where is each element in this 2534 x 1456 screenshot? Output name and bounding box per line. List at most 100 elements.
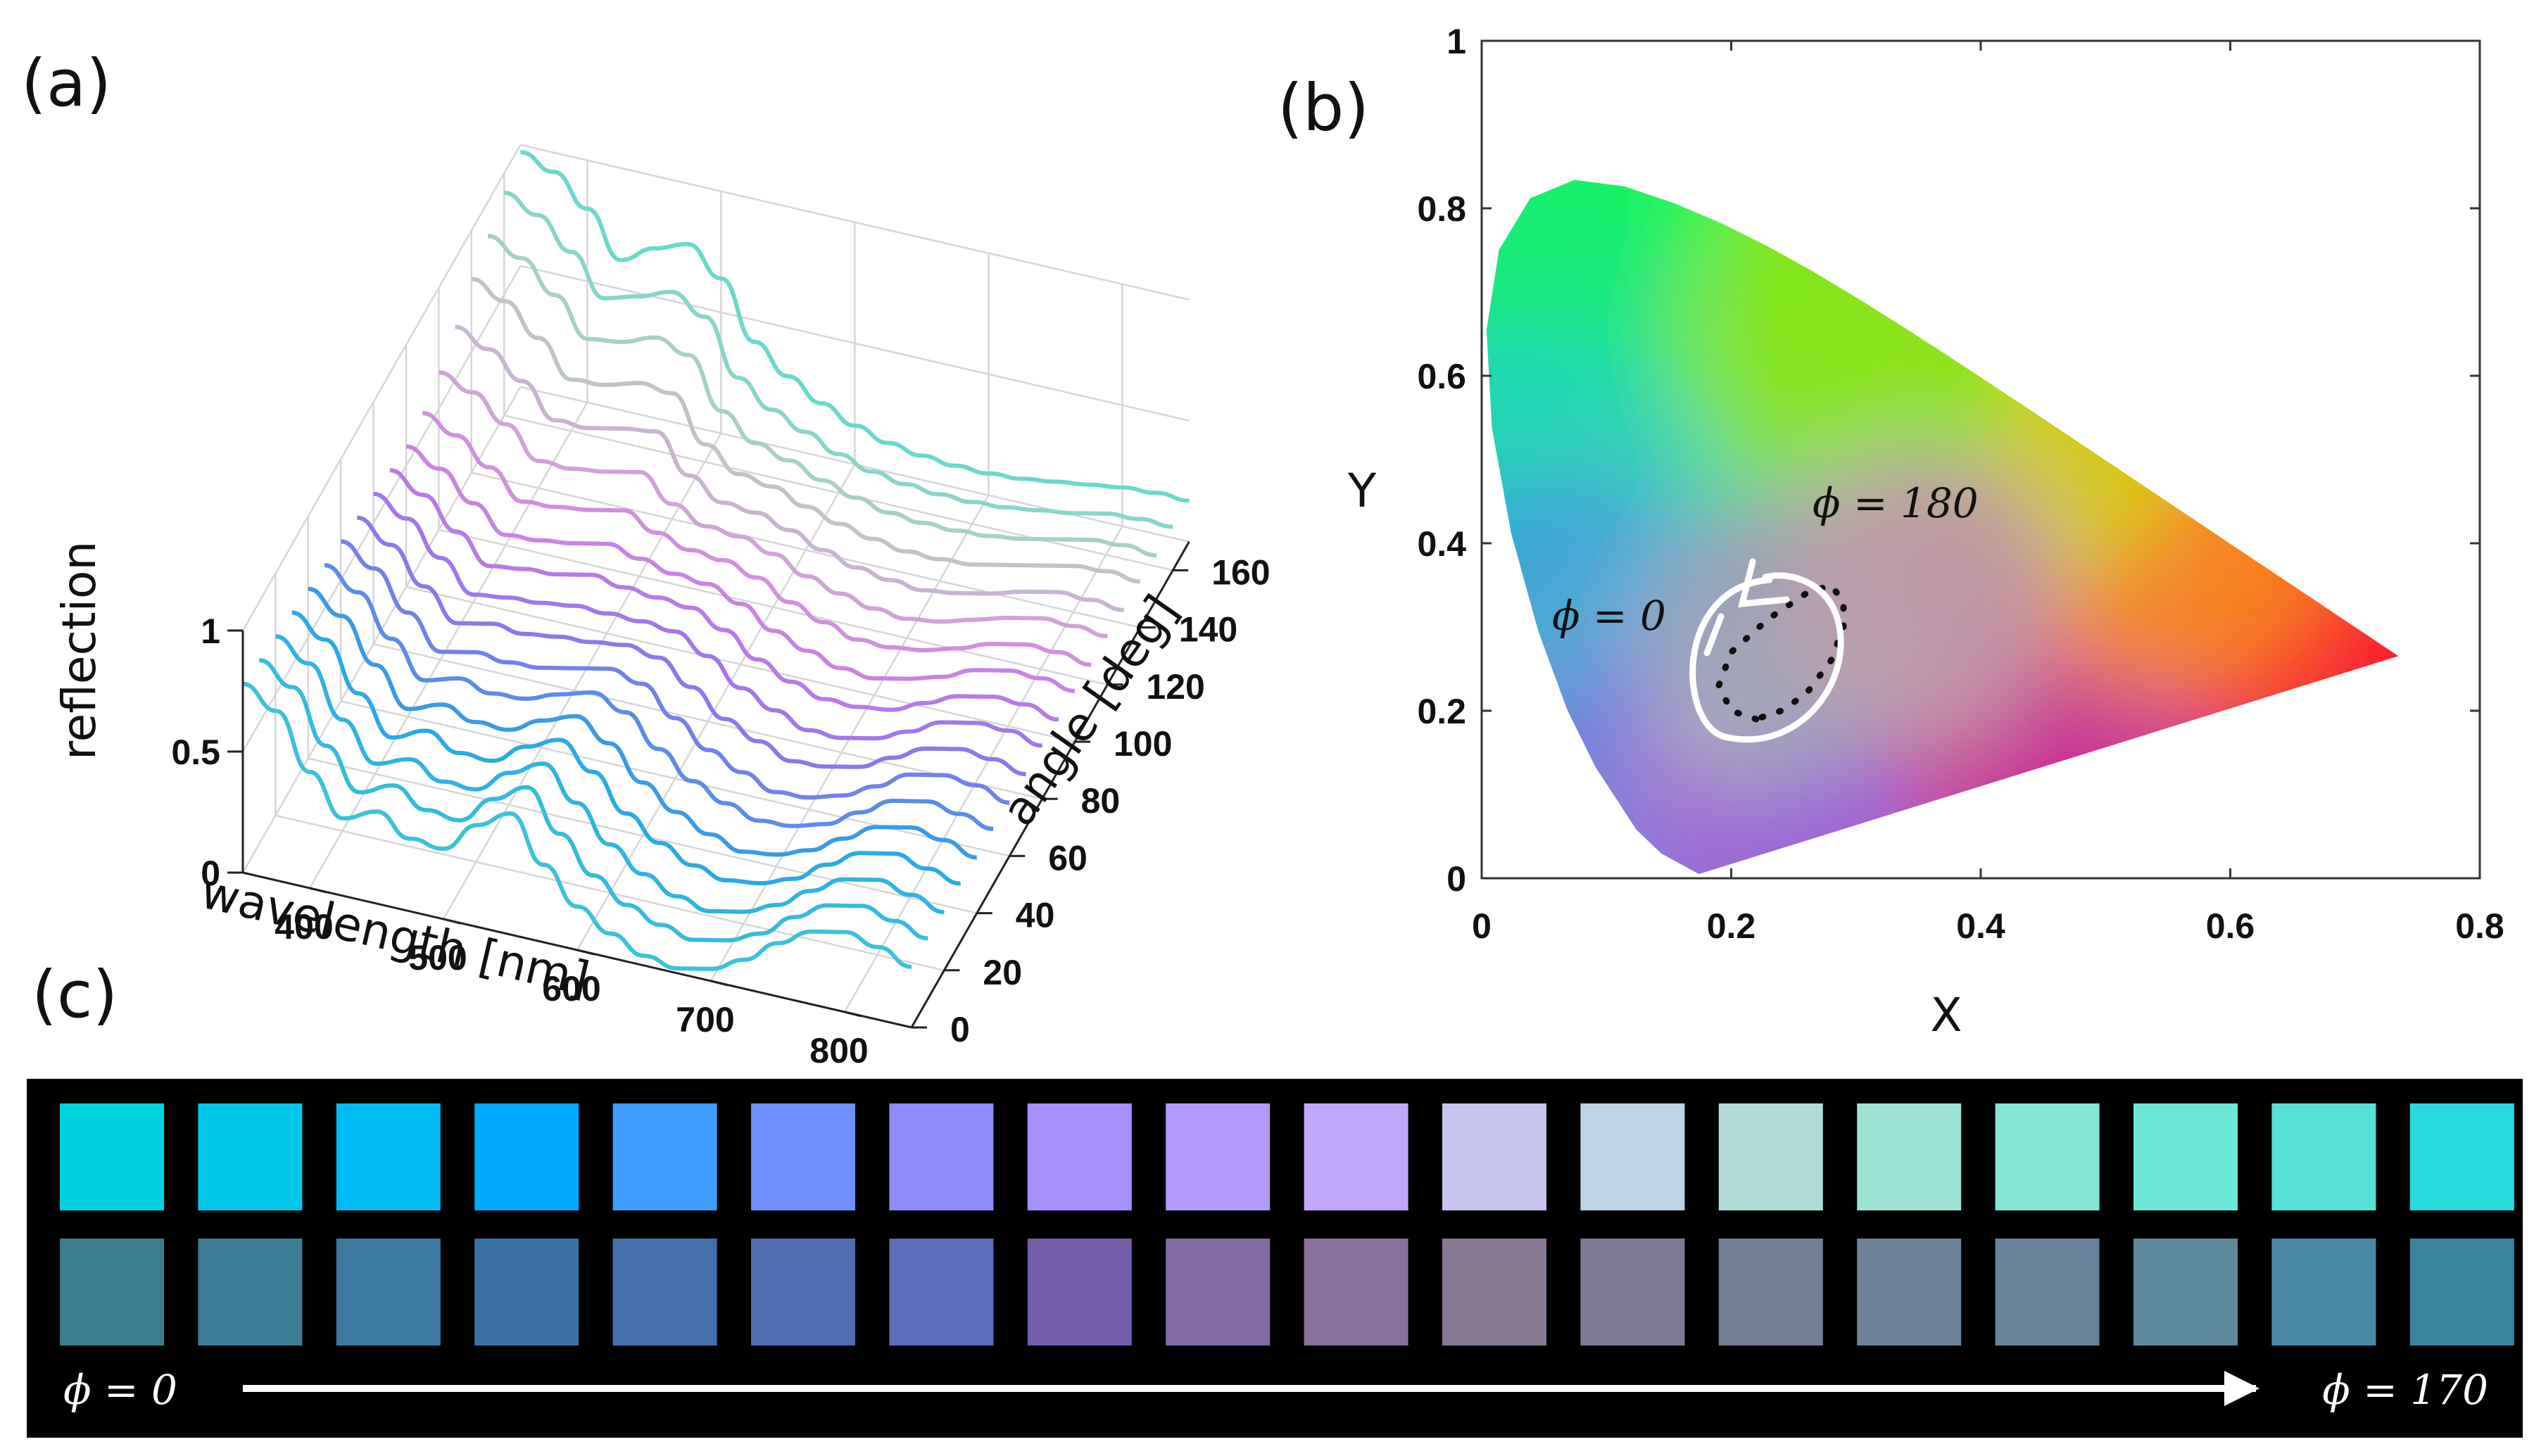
panel-label-a: (a) bbox=[21, 46, 111, 121]
swatch-bottom bbox=[1166, 1239, 1271, 1346]
chart-a-gridline bbox=[503, 414, 1173, 571]
swatch-top bbox=[2409, 1103, 2514, 1210]
swatch-bottom bbox=[612, 1239, 717, 1346]
chart-a-ztick-label: 0 bbox=[201, 854, 220, 893]
swatch-bottom bbox=[751, 1239, 855, 1346]
swatch-top bbox=[1718, 1103, 1823, 1210]
chart-a-xtick-label: 700 bbox=[676, 1000, 734, 1039]
swatch-top bbox=[198, 1103, 303, 1210]
chart-a-series-line bbox=[356, 515, 1026, 777]
swatch-bottom bbox=[2133, 1239, 2238, 1346]
chart-a-series-line bbox=[471, 277, 1140, 584]
chart-a-ytick-label: 120 bbox=[1146, 667, 1204, 707]
chart-a-series-line bbox=[340, 539, 1010, 805]
chart-a-series-line bbox=[520, 150, 1190, 503]
swatch-top bbox=[1857, 1103, 1962, 1210]
swatch-top bbox=[1027, 1103, 1132, 1210]
chart-a-xtick bbox=[443, 918, 461, 925]
chart-a-ytick-label: 140 bbox=[1179, 610, 1237, 650]
chart-a-xtick-label: 400 bbox=[275, 907, 333, 947]
chart-a-gridline bbox=[520, 144, 1190, 301]
swatch-bottom bbox=[198, 1239, 303, 1346]
swatch-label-right: 𝜙 = 170 bbox=[2322, 1366, 2488, 1414]
swatch-bottom bbox=[336, 1239, 441, 1346]
chart-a-series-line bbox=[405, 444, 1076, 693]
chart-a-xtick bbox=[309, 887, 327, 894]
chart-a-series-line bbox=[439, 370, 1108, 638]
chart-a-gridline bbox=[241, 144, 522, 631]
swatch-row-bottom bbox=[60, 1239, 2514, 1346]
chart-b-xtick-label: 0.6 bbox=[2206, 906, 2255, 946]
chart-a-axes: 400 500 600 700 800 0 20 40 60 80 100 120 140 160 0 0.5… bbox=[171, 541, 1271, 1070]
swatch-background bbox=[27, 1079, 2523, 1438]
panel-label-c: (c) bbox=[32, 957, 118, 1032]
chart-a-gridline bbox=[340, 700, 1010, 857]
chart-a-curves bbox=[242, 150, 1190, 971]
chart-b-annotation-phi0: 𝜙 = 0 bbox=[1552, 592, 1666, 640]
chart-a-series-line bbox=[503, 190, 1173, 529]
swatch-bottom bbox=[1027, 1239, 1132, 1346]
swatch-bottom bbox=[1995, 1239, 2100, 1346]
swatch-bottom bbox=[60, 1239, 164, 1346]
chart-a-xtick bbox=[576, 949, 595, 956]
swatch-bottom bbox=[1718, 1239, 1823, 1346]
chart-a-gridline bbox=[843, 526, 1123, 1013]
chart-a-ytick-label: 20 bbox=[983, 953, 1022, 992]
swatch-top bbox=[751, 1103, 855, 1210]
swatch-top bbox=[1995, 1103, 2100, 1210]
chart-a-series-line bbox=[242, 681, 912, 971]
chart-a-ytick-label: 60 bbox=[1048, 838, 1088, 878]
chart-a-ytick-label: 40 bbox=[1016, 896, 1055, 935]
chart-a-xtick bbox=[710, 980, 729, 987]
chart-a-series-line bbox=[455, 324, 1124, 612]
chart-a-ytick-label: 80 bbox=[1081, 781, 1121, 821]
swatch-label-left: 𝜙 = 0 bbox=[63, 1366, 177, 1414]
chart-b-ytick-label: 0 bbox=[1446, 859, 1466, 899]
chart-b-xlabel: X bbox=[1930, 988, 1962, 1042]
swatch-row-top bbox=[60, 1103, 2514, 1210]
chart-a-ytick-label: 100 bbox=[1114, 724, 1172, 764]
swatch-top bbox=[2133, 1103, 2238, 1210]
chart-a-gridline bbox=[308, 757, 978, 914]
chart-a-series-line bbox=[389, 468, 1059, 722]
chart-b-ytick-label: 1 bbox=[1446, 22, 1466, 61]
swatch-top bbox=[1166, 1103, 1271, 1210]
swatch-top bbox=[60, 1103, 164, 1210]
chart-a-series-line bbox=[308, 586, 978, 860]
swatch-bottom bbox=[2271, 1239, 2376, 1346]
chart-a-series-line bbox=[324, 563, 994, 831]
chart-a-zlabel: reflection bbox=[52, 541, 106, 760]
chart-a-gridline bbox=[405, 585, 1076, 743]
chart-a-gridline bbox=[241, 265, 522, 752]
chart-a-ztick-label: 0.5 bbox=[171, 733, 220, 772]
swatch-bottom bbox=[1304, 1239, 1408, 1346]
swatch-top bbox=[1580, 1103, 1685, 1210]
swatch-top bbox=[336, 1103, 441, 1210]
chart-a-xtick bbox=[844, 1011, 862, 1018]
swatch-top bbox=[1442, 1103, 1546, 1210]
chart-a-ztick-label: 1 bbox=[201, 612, 220, 651]
chart-a-gridline bbox=[439, 528, 1108, 686]
panel-label-b: (b) bbox=[1278, 70, 1369, 146]
chart-b-dotted-trajectory bbox=[1715, 581, 1847, 723]
chart-a-gridline bbox=[308, 402, 588, 889]
chart-b-ytick-label: 0.4 bbox=[1417, 524, 1466, 564]
panel-c-swatches: 𝜙 = 0 𝜙 = 170 bbox=[27, 1079, 2523, 1438]
swatch-top bbox=[474, 1103, 579, 1210]
chart-b-ytick-label: 0.6 bbox=[1417, 357, 1466, 396]
swatch-top bbox=[612, 1103, 717, 1210]
chart-a-series-line bbox=[487, 234, 1157, 558]
chart-a-xtick-label: 600 bbox=[542, 969, 600, 1008]
swatch-top bbox=[889, 1103, 994, 1210]
chart-a-series-line bbox=[422, 411, 1092, 667]
swatch-bottom bbox=[1442, 1239, 1546, 1346]
chart-a-series-line bbox=[291, 610, 961, 886]
chart-a-series-line bbox=[373, 491, 1042, 748]
swatch-bottom bbox=[1580, 1239, 1685, 1346]
swatch-bottom bbox=[889, 1239, 994, 1346]
chart-a-3d-reflection: 400 500 600 700 800 0 20 40 60 80 100 120 140 160 0 0.5… bbox=[52, 144, 1271, 1070]
chart-b-cie-diagram: 0 0.2 0.4 0.6 0.8 0 0.2 0.4 0.6 0.8 1 X Y 𝜙 = 0 𝜙 … bbox=[1347, 22, 2504, 1042]
chart-b-xtick-label: 0.8 bbox=[2455, 906, 2504, 946]
chart-b-ticks: 0 0.2 0.4 0.6 0.8 0 0.2 0.4 0.6 0.8 1 bbox=[1417, 22, 2504, 946]
chart-b-ytick-label: 0.8 bbox=[1417, 189, 1466, 229]
